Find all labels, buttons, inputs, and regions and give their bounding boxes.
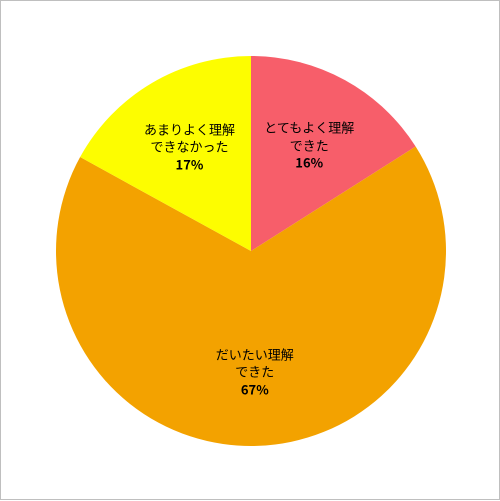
- pie-chart: [1, 1, 500, 501]
- chart-frame: とてもよく理解できた16%だいたい理解できた67%あまりよく理解できなかった17…: [0, 0, 500, 500]
